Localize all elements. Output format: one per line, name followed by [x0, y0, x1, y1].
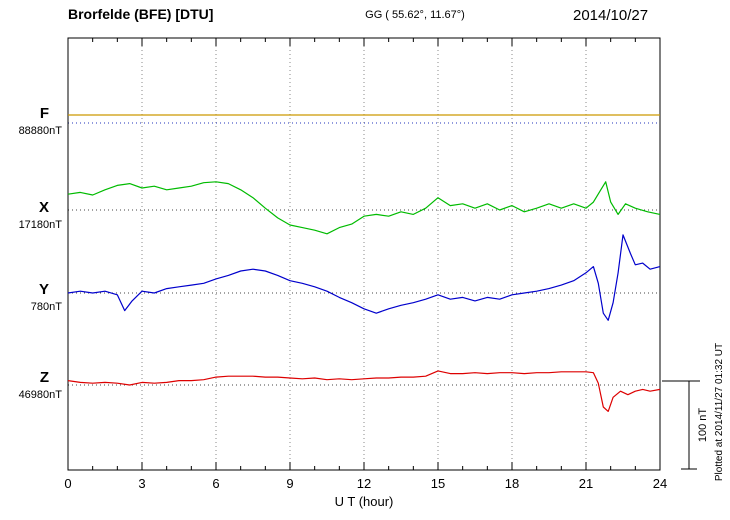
trace-z: [67, 370, 661, 412]
x-tick-label: 18: [505, 476, 519, 491]
component-baseline-f: 88880nT: [19, 125, 63, 137]
station-title: Brorfelde (BFE) [DTU]: [68, 6, 213, 22]
scale-bar-label: 100 nT: [697, 408, 709, 443]
x-tick-label: 3: [138, 476, 145, 491]
plot-date: 2014/10/27: [573, 7, 648, 24]
component-baseline-x: 17180nT: [19, 219, 63, 231]
trace-y: [67, 234, 661, 321]
component-label-x: X: [39, 199, 49, 216]
component-label-f: F: [40, 105, 49, 122]
x-tick-label: 9: [286, 476, 293, 491]
component-label-z: Z: [40, 369, 49, 386]
x-tick-label: 15: [431, 476, 445, 491]
x-tick-label: 21: [579, 476, 593, 491]
plotted-at-note: Plotted at 2014/11/27 01:32 UT: [714, 343, 725, 481]
x-tick-label: 0: [64, 476, 71, 491]
component-baseline-z: 46980nT: [19, 389, 63, 401]
x-tick-label: 6: [212, 476, 219, 491]
component-baseline-y: 780nT: [31, 301, 62, 313]
geographic-coords: GG ( 55.62°, 11.67°): [365, 9, 465, 21]
chart-graphics: 0 3 6 9 12 15 18 21 24: [64, 37, 700, 491]
x-tick-label: 24: [653, 476, 667, 491]
x-axis-label: U T (hour): [335, 494, 394, 509]
component-label-y: Y: [39, 281, 49, 298]
trace-x: [67, 181, 661, 235]
x-tick-label: 12: [357, 476, 371, 491]
